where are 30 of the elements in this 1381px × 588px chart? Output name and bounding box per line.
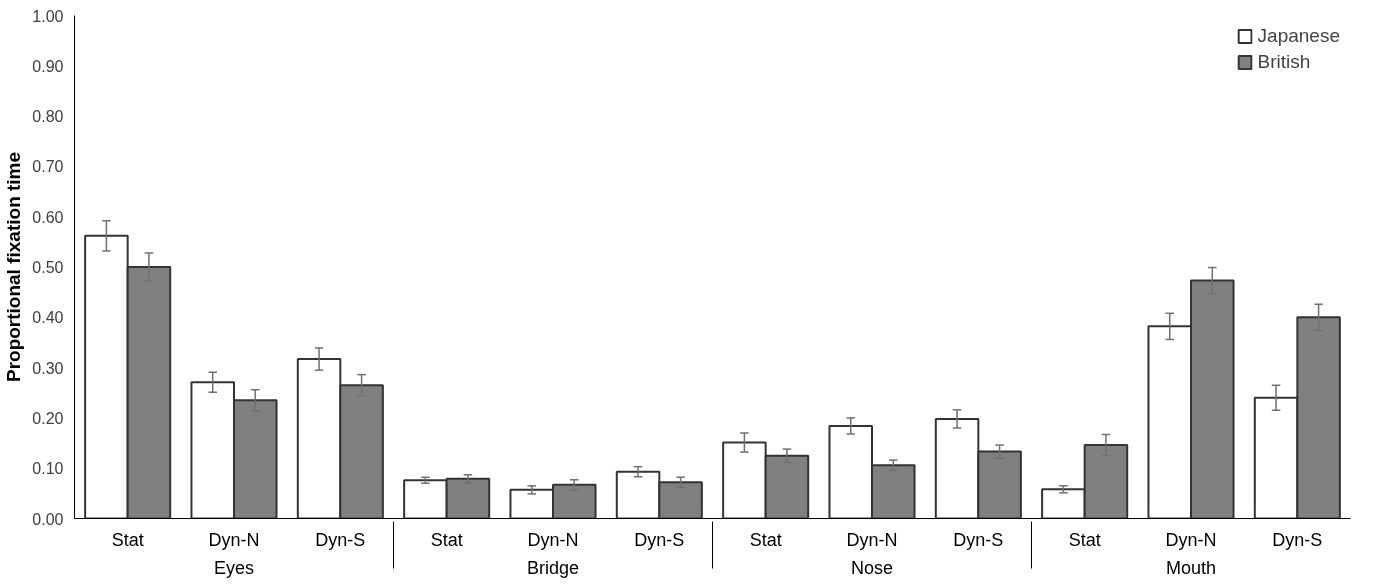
x-tick-label: Dyn-N xyxy=(527,529,579,550)
x-tick-label: Stat xyxy=(1068,529,1101,550)
x-tick-label: Dyn-S xyxy=(634,529,685,550)
x-tick-label: Dyn-S xyxy=(953,529,1004,550)
legend-label: British xyxy=(1257,51,1311,73)
y-tick-label: 0.50 xyxy=(32,259,64,276)
y-tick-label: 0.00 xyxy=(32,510,64,528)
y-tick-label: 0.60 xyxy=(32,208,64,226)
text: Mouth xyxy=(1165,557,1217,578)
y-tick-label: 1.00 xyxy=(32,7,64,25)
x-tick-label: Stat xyxy=(111,529,144,550)
x-tick-label: Dyn-S xyxy=(315,529,366,550)
y-tick-label: 0.90 xyxy=(32,57,64,75)
x-tick-label: Stat xyxy=(749,529,782,550)
y-tick-label: 0.80 xyxy=(32,108,64,126)
x-tick-label: Dyn-S xyxy=(1272,529,1323,550)
legend-label: Japanese xyxy=(1257,25,1340,47)
x-tick-label: Dyn-N xyxy=(1165,529,1217,550)
x-tick-label: Dyn-N xyxy=(846,529,898,550)
y-tick-label: 0.70 xyxy=(32,158,64,176)
y-tick-label: 0.10 xyxy=(32,460,64,478)
y-axis-title: Proportional fixation time xyxy=(3,151,25,383)
y-tick-label: 0.20 xyxy=(32,409,64,427)
text: Bridge xyxy=(526,557,580,578)
text: Eyes xyxy=(213,557,255,578)
y-tick-label: 0.30 xyxy=(32,359,64,377)
y-tick-label: 0.40 xyxy=(32,309,64,327)
text: Nose xyxy=(850,557,894,578)
x-tick-label: Stat xyxy=(430,529,463,550)
x-tick-label: Dyn-N xyxy=(208,529,260,550)
